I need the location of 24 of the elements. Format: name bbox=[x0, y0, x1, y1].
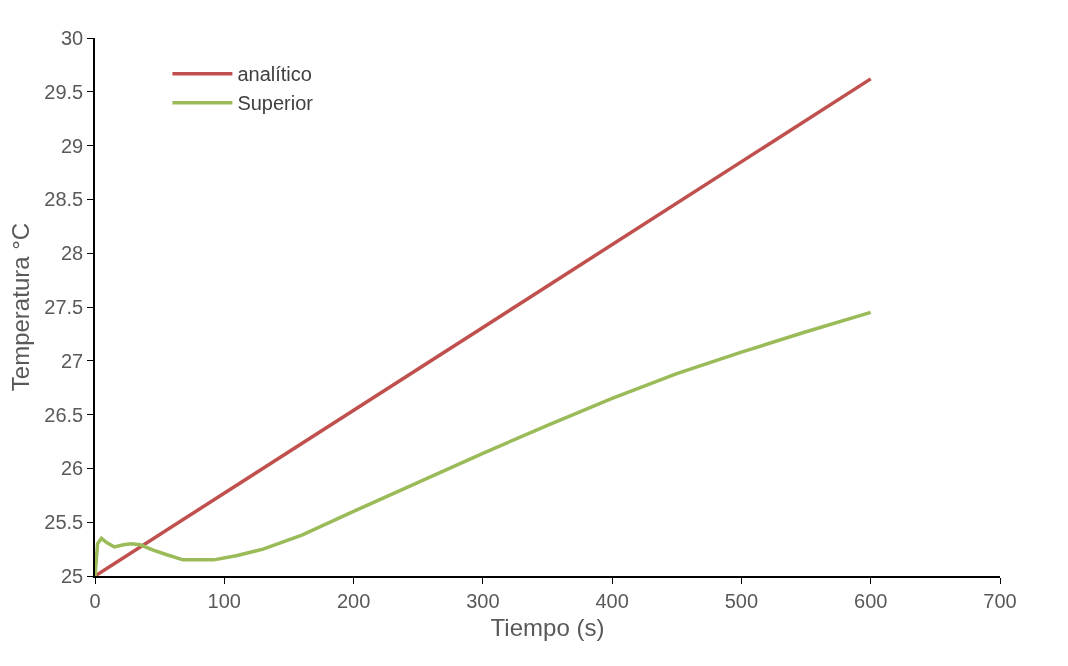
y-tick-label: 25.5 bbox=[44, 511, 84, 534]
x-tick-label: 300 bbox=[466, 589, 500, 612]
y-tick-label: 30 bbox=[61, 27, 84, 49]
x-tick-label: 400 bbox=[595, 589, 629, 612]
y-axis-title: Temperatura °C bbox=[6, 222, 34, 392]
y-tick-label: 27.5 bbox=[44, 296, 84, 318]
x-tick-label: 700 bbox=[983, 589, 1017, 612]
y-tick-label: 25 bbox=[61, 565, 84, 587]
x-tick-label: 100 bbox=[207, 589, 241, 612]
legend-label: Superior bbox=[237, 92, 314, 115]
line-series bbox=[95, 310, 873, 576]
legend-label: analítico bbox=[237, 63, 312, 86]
x-axis-title: Tiempo (s) bbox=[490, 613, 605, 641]
x-tick-label: 500 bbox=[724, 589, 759, 612]
y-tick-label: 27 bbox=[61, 349, 84, 372]
x-tick-label: 0 bbox=[89, 589, 101, 612]
y-tick-label: 26.5 bbox=[44, 403, 84, 426]
y-tick-label: 29.5 bbox=[44, 80, 84, 103]
x-tick-label: 600 bbox=[854, 589, 888, 612]
y-tick-label: 28 bbox=[61, 242, 84, 265]
x-tick-label: 200 bbox=[336, 589, 371, 612]
y-tick-label: 28.5 bbox=[44, 188, 84, 211]
y-tick-label: 26 bbox=[61, 457, 84, 480]
y-tick-label: 29 bbox=[61, 134, 84, 157]
